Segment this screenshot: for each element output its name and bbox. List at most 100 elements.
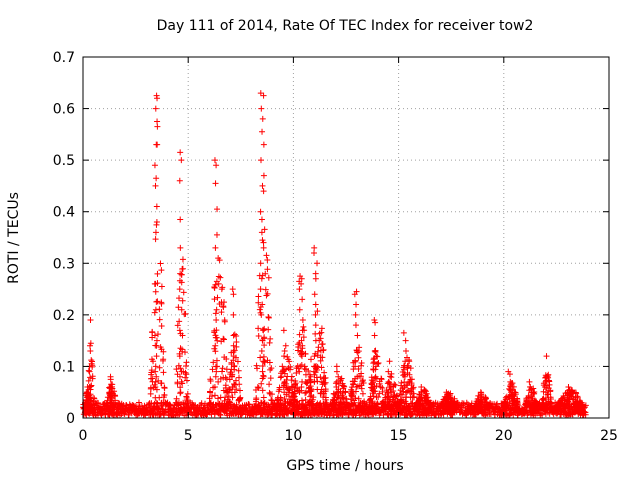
data-point [308, 402, 315, 409]
data-point [257, 157, 264, 164]
data-point [147, 385, 154, 392]
data-point [451, 398, 458, 405]
data-point [209, 366, 216, 373]
data-point [216, 257, 223, 264]
data-point [177, 149, 184, 156]
data-point [254, 384, 261, 391]
data-point [367, 403, 374, 410]
data-point [185, 404, 192, 411]
data-point [318, 325, 325, 332]
data-point [428, 403, 435, 410]
data-point [291, 388, 298, 395]
data-point [421, 395, 428, 402]
data-point [507, 383, 514, 390]
data-point [153, 399, 160, 406]
data-point [547, 399, 554, 406]
data-point [231, 381, 238, 388]
data-point [566, 404, 573, 411]
data-point [370, 388, 377, 395]
data-point [445, 396, 452, 403]
data-point [149, 334, 156, 341]
data-point [148, 371, 155, 378]
data-point [453, 404, 460, 411]
data-point [409, 385, 416, 392]
data-point [299, 296, 306, 303]
data-point [355, 354, 362, 361]
data-point [371, 355, 378, 362]
data-point [264, 357, 271, 364]
y-tick-label: 0.1 [53, 359, 75, 375]
data-point [322, 374, 329, 381]
data-point [257, 354, 264, 361]
data-point [547, 388, 554, 395]
data-point [311, 244, 318, 251]
data-point [158, 322, 165, 329]
data-point [226, 399, 233, 406]
data-point [378, 376, 385, 383]
data-point [263, 292, 270, 299]
data-point [213, 278, 220, 285]
data-point [153, 203, 160, 210]
data-point [228, 349, 235, 356]
data-point [507, 381, 514, 388]
data-point [181, 311, 188, 318]
data-point [266, 339, 273, 346]
data-point [177, 390, 184, 397]
data-point [402, 337, 409, 344]
data-point [261, 325, 268, 332]
data-point [179, 348, 186, 355]
data-point [160, 369, 167, 376]
data-point [265, 326, 272, 333]
data-point [444, 395, 451, 402]
data-point [178, 157, 185, 164]
data-point [253, 395, 260, 402]
data-point [177, 389, 184, 396]
data-point [293, 369, 300, 376]
data-point [373, 394, 380, 401]
data-point [298, 280, 305, 287]
data-point [385, 402, 392, 409]
data-point [106, 384, 113, 391]
data-point [449, 403, 456, 410]
data-point [211, 384, 218, 391]
data-point [390, 402, 397, 409]
data-point [211, 284, 218, 291]
data-point [370, 366, 377, 373]
data-point [305, 399, 312, 406]
data-point [213, 231, 220, 238]
data-point [334, 394, 341, 401]
data-point [314, 308, 321, 315]
data-point [311, 249, 318, 256]
data-point [294, 347, 301, 354]
data-point [152, 394, 159, 401]
x-tick-label: 10 [284, 428, 302, 444]
data-point [153, 298, 160, 305]
data-point [237, 387, 244, 394]
data-point [305, 368, 312, 375]
data-point [265, 314, 272, 321]
data-point [257, 260, 264, 267]
data-point [223, 389, 230, 396]
data-point [306, 398, 313, 405]
data-point [174, 379, 181, 386]
data-point [258, 275, 265, 282]
data-point [339, 380, 346, 387]
data-point [152, 288, 159, 295]
data-point [157, 344, 164, 351]
data-point [225, 393, 232, 400]
data-point [390, 393, 397, 400]
data-point [370, 360, 377, 367]
data-point [176, 177, 183, 184]
data-point [267, 390, 274, 397]
data-point [403, 354, 410, 361]
data-point [280, 327, 287, 334]
data-point [388, 374, 395, 381]
data-point [221, 318, 228, 325]
data-point [352, 395, 359, 402]
data-point [236, 397, 243, 404]
data-point [178, 306, 185, 313]
y-tick-label: 0.7 [53, 50, 75, 66]
data-point [290, 403, 297, 410]
data-point [212, 373, 219, 380]
data-point [569, 390, 576, 397]
